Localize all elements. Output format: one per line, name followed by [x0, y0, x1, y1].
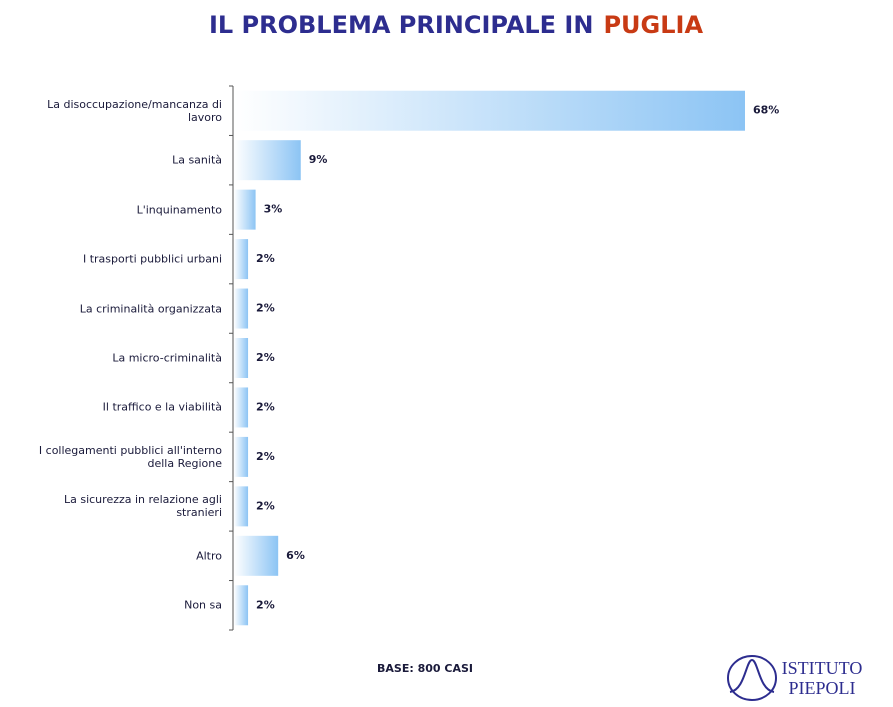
bar — [234, 288, 249, 329]
logo: ISTITUTO PIEPOLI — [727, 655, 863, 701]
y-tick-label: La sanità — [172, 153, 222, 167]
value-label: 2% — [256, 252, 275, 265]
title-highlight: PUGLIA — [603, 11, 703, 39]
title-main: IL PROBLEMA PRINCIPALE IN — [209, 11, 594, 39]
value-label: 2% — [256, 598, 275, 611]
y-tick-label: La micro-criminalità — [112, 351, 222, 365]
bar — [234, 387, 249, 428]
y-tick-label: L'inquinamento — [136, 203, 222, 217]
value-label: 6% — [286, 549, 305, 562]
y-tick-label: I collegamenti pubblici all'interno dell… — [38, 443, 222, 470]
value-label: 2% — [256, 400, 275, 413]
bar — [234, 535, 279, 576]
bar — [234, 140, 301, 181]
bar — [234, 90, 745, 131]
footnote: BASE: 800 CASI — [377, 662, 473, 675]
y-tick-label: Non sa — [184, 598, 222, 612]
value-label: 3% — [264, 203, 283, 216]
bar — [234, 486, 249, 527]
bar — [234, 585, 249, 626]
value-label: 68% — [753, 104, 779, 117]
value-label: 9% — [309, 153, 328, 166]
y-tick-label: La criminalità organizzata — [79, 302, 222, 316]
logo-text: PIEPOLI — [789, 678, 856, 698]
chart-title: IL PROBLEMA PRINCIPALE IN PUGLIA — [209, 11, 704, 39]
bar — [234, 338, 249, 378]
y-tick-label: La disoccupazione/mancanza di lavoro — [47, 97, 222, 124]
logo-curve — [729, 658, 775, 693]
value-label: 2% — [256, 499, 275, 512]
y-tick-label: Il traffico e la viabilità — [102, 400, 222, 414]
value-label: 2% — [256, 351, 275, 364]
y-tick-label: La sicurezza in relazione agli stranieri — [63, 493, 222, 520]
value-label: 2% — [256, 450, 275, 463]
bar — [234, 189, 256, 230]
bar — [234, 239, 249, 280]
y-tick-label: Altro — [196, 549, 222, 563]
y-tick-label: I trasporti pubblici urbani — [82, 252, 222, 266]
logo-text: ISTITUTO — [782, 658, 863, 678]
logo-ring — [727, 655, 777, 701]
value-label: 2% — [256, 302, 275, 315]
bar — [234, 436, 249, 477]
